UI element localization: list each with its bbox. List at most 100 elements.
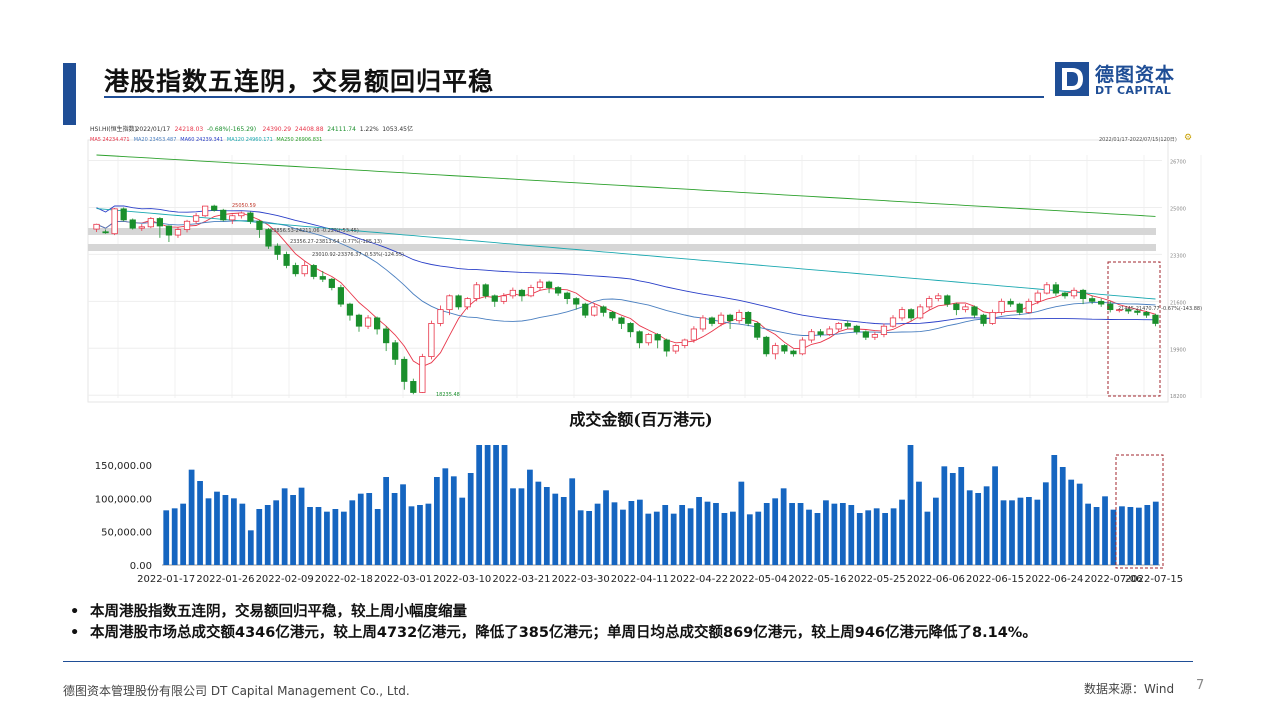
- volume-xtick: 2022-06-24: [1025, 574, 1083, 585]
- volume-bar: [789, 503, 795, 565]
- candle-body: [437, 309, 444, 324]
- candle-body: [1007, 300, 1014, 305]
- volume-bar: [569, 478, 576, 565]
- volume-bar: [603, 490, 609, 565]
- candle-body: [1034, 292, 1041, 302]
- volume-bar: [222, 495, 229, 565]
- volume-ytick: 150,000.00: [95, 461, 152, 472]
- ma5-line: [96, 212, 1156, 368]
- volume-xtick: 2022-05-16: [788, 574, 846, 585]
- candle-body: [383, 328, 390, 344]
- candle-body: [645, 334, 652, 344]
- volume-bar: [493, 445, 499, 565]
- candle-body: [545, 281, 553, 288]
- candle-body: [953, 303, 960, 311]
- logo-text-cn: 德图资本: [1095, 64, 1176, 86]
- volume-bar: [645, 513, 652, 565]
- candle-body: [555, 287, 562, 294]
- volume-bar: [1102, 496, 1108, 565]
- summary-bullet: 本周港股指数五连阴，交易额回归平稳，较上周小幅度缩量: [70, 602, 1220, 623]
- kline-annotation: 25050.59: [232, 203, 256, 209]
- volume-bar: [273, 500, 280, 565]
- volume-bar: [383, 477, 390, 565]
- volume-bar: [713, 503, 719, 565]
- volume-bar: [704, 501, 711, 565]
- candle-body: [663, 339, 670, 352]
- volume-bar: [476, 445, 483, 565]
- volume-bar: [535, 481, 542, 565]
- volume-bar: [1085, 503, 1091, 565]
- candle-body: [491, 295, 498, 302]
- kline-ma-label: MA120 24960.171: [227, 137, 273, 143]
- volume-bar: [1051, 455, 1058, 565]
- kline-ytick: 21600: [1170, 300, 1186, 306]
- volume-bar: [1127, 507, 1134, 565]
- candle-body: [763, 336, 770, 355]
- candle-body: [1098, 300, 1105, 305]
- candle-body: [419, 356, 426, 393]
- candle-body: [129, 219, 136, 229]
- kline-info-item: 1.22%: [360, 126, 379, 133]
- volume-bar: [670, 513, 677, 565]
- volume-bar: [907, 445, 914, 565]
- candle-body: [1107, 303, 1114, 311]
- candle-body: [889, 317, 897, 327]
- volume-bar: [992, 466, 998, 565]
- volume-highlight-box: [1115, 454, 1164, 569]
- volume-ytick: 50,000.00: [101, 528, 152, 539]
- volume-bar: [1119, 506, 1125, 565]
- kline-band: [88, 228, 1156, 235]
- volume-ytick: 0.00: [130, 561, 152, 572]
- kline-annotation: 18235.48: [436, 392, 460, 398]
- candle-body: [536, 281, 544, 288]
- volume-xtick: 2022-01-17: [137, 574, 195, 585]
- ma120-line: [96, 208, 1156, 300]
- candle-body: [853, 325, 860, 333]
- volume-bar: [1009, 500, 1015, 565]
- kline-annotation: 23856.53-24211.06 -0.22%(-53.45): [270, 228, 359, 234]
- volume-bar: [983, 486, 990, 565]
- volume-bar: [636, 499, 643, 565]
- volume-xtick: 2022-04-22: [670, 574, 728, 585]
- candle-body: [211, 205, 218, 211]
- volume-xtick: 2022-06-06: [907, 574, 965, 585]
- volume-bar: [501, 445, 508, 565]
- volume-bar: [374, 509, 381, 565]
- candle-body: [247, 212, 254, 222]
- kline-settings-icon: ⚙: [1184, 133, 1192, 143]
- volume-bar: [882, 513, 889, 565]
- candle-body: [799, 339, 806, 355]
- candle-body: [907, 309, 915, 319]
- footer-source: 数据来源：Wind: [1084, 682, 1175, 696]
- candle-body: [862, 331, 869, 338]
- volume-bar: [797, 503, 804, 565]
- candle-body: [582, 303, 589, 316]
- volume-bar: [696, 497, 702, 565]
- candle-body: [509, 289, 516, 297]
- volume-bar: [975, 493, 982, 565]
- kline-annotation: 21445-21470.77 -0.67%(-143.88): [1118, 306, 1202, 312]
- candle-body: [1116, 309, 1123, 312]
- candle-body: [1043, 284, 1050, 294]
- logo-d-icon: [1055, 62, 1089, 96]
- volume-bar: [890, 508, 897, 565]
- candle-body: [482, 284, 489, 297]
- candle-body: [401, 358, 408, 382]
- volume-bar: [772, 498, 779, 565]
- logo-text-en: DT CAPITAL: [1095, 84, 1172, 97]
- ma250-line: [96, 154, 1156, 217]
- candle-body: [736, 311, 743, 322]
- volume-bar: [1042, 482, 1049, 565]
- candle-body: [826, 328, 833, 335]
- candle-body: [808, 331, 815, 341]
- candle-body: [192, 215, 200, 222]
- candle-body: [564, 292, 571, 299]
- candle-body: [1052, 284, 1060, 294]
- volume-xtick: 2022-05-04: [729, 574, 787, 585]
- volume-bar: [806, 509, 812, 565]
- volume-bar: [163, 510, 170, 565]
- candle-body: [944, 295, 951, 305]
- kline-ytick: 18200: [1170, 394, 1186, 400]
- candle-body: [1070, 289, 1078, 297]
- candle-body: [573, 298, 580, 305]
